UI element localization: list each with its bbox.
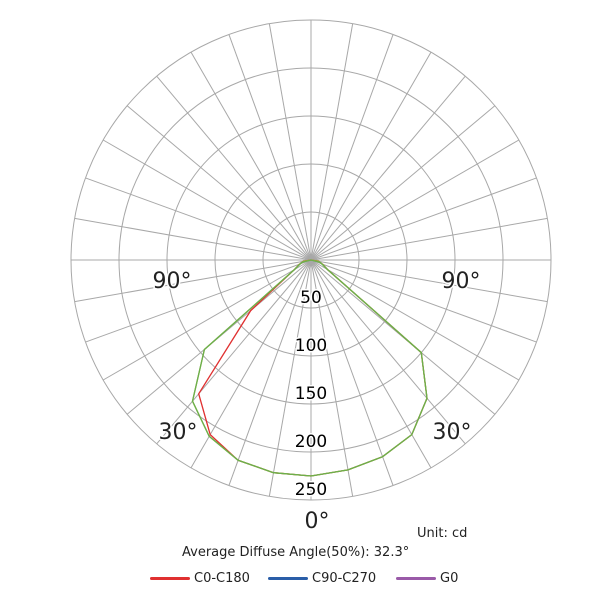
spoke-line <box>228 259 312 486</box>
spoke-line <box>310 139 520 261</box>
average-diffuse-angle: Average Diffuse Angle(50%): 32.3° <box>182 545 410 560</box>
axis-labels: 50 100 150 200 250 0° 30° 30° 90° 90° <box>151 268 482 536</box>
spoke-line <box>310 259 466 445</box>
angle-label-left: 90° <box>153 269 192 294</box>
spoke-line <box>310 177 537 261</box>
spoke-line <box>85 177 312 261</box>
spoke-line <box>310 259 548 303</box>
polar-grid <box>70 19 552 501</box>
spoke-line <box>85 259 312 343</box>
spoke-line <box>190 51 312 261</box>
ring-150 <box>166 115 456 405</box>
spoke-line <box>156 259 312 445</box>
legend-swatch-g0 <box>396 577 436 580</box>
spoke-line <box>268 23 312 261</box>
ring-250 <box>70 19 552 501</box>
spoke-line <box>268 259 312 497</box>
spoke-line <box>310 105 496 261</box>
legend-swatch-c0-c180 <box>150 577 190 580</box>
spoke-line <box>102 139 312 261</box>
spoke-line <box>310 51 432 261</box>
spoke-line <box>310 217 548 261</box>
spoke-line <box>310 259 354 497</box>
spoke-line <box>310 259 394 486</box>
radial-tick-150: 150 <box>295 384 327 404</box>
spoke-line <box>310 259 537 343</box>
spoke-line <box>228 34 312 261</box>
legend-swatch-c90-c270 <box>268 577 308 580</box>
radial-tick-50: 50 <box>300 288 322 308</box>
legend-label-c90-c270: C90-C270 <box>312 571 377 586</box>
unit-label: Unit: cd <box>417 526 468 541</box>
ring-100 <box>214 163 408 357</box>
angle-label-lower-left: 30° <box>159 420 198 445</box>
spoke-line <box>74 217 312 261</box>
spoke-line <box>310 75 466 261</box>
angle-label-right: 90° <box>442 269 481 294</box>
series-g0 <box>191 259 428 477</box>
radial-tick-100: 100 <box>295 336 327 356</box>
radial-tick-250: 250 <box>295 480 327 500</box>
ring-200 <box>118 67 504 453</box>
angle-label-bottom: 0° <box>305 509 330 534</box>
radial-tick-200: 200 <box>295 432 327 452</box>
spoke-line <box>102 259 312 381</box>
spoke-line <box>310 259 432 469</box>
legend-label-c0-c180: C0-C180 <box>194 571 250 586</box>
spoke-line <box>156 75 312 261</box>
spoke-line <box>310 23 354 261</box>
series-layer <box>191 259 428 477</box>
legend-label-g0: G0 <box>440 571 459 586</box>
spoke-line <box>126 105 312 261</box>
angle-label-lower-right: 30° <box>433 420 472 445</box>
ring-50 <box>262 211 360 309</box>
spoke-line <box>310 34 394 261</box>
spoke-line <box>74 259 312 303</box>
spoke-line <box>310 259 520 381</box>
spoke-line <box>190 259 312 469</box>
